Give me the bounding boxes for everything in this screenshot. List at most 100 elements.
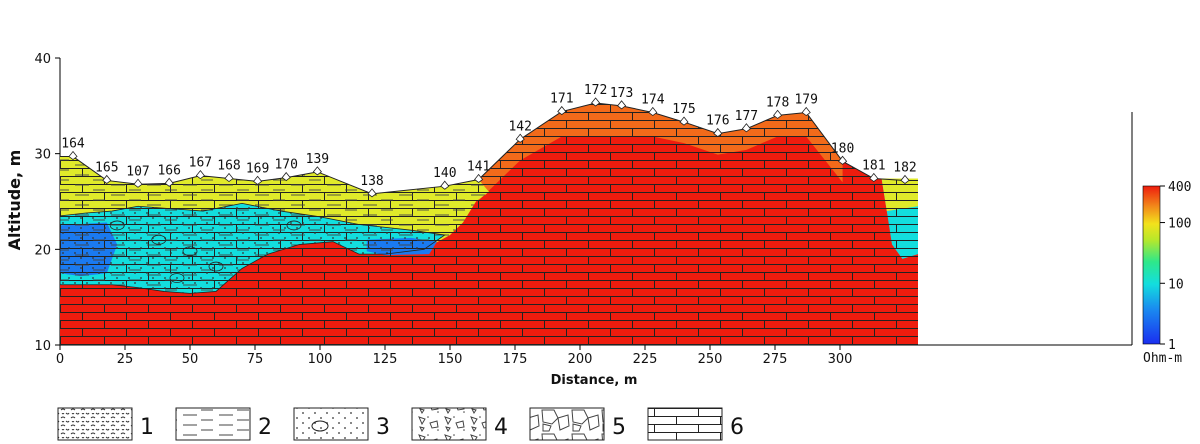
- colorbar-tick-label: 100: [1168, 217, 1191, 232]
- legend-pebble: [311, 420, 329, 432]
- colorbar-tick-label: 10: [1168, 277, 1184, 292]
- station-marker: [367, 188, 377, 198]
- y-tick-label: 10: [34, 339, 51, 354]
- station-label: 167: [189, 156, 212, 171]
- pebble: [151, 234, 167, 245]
- station-label: 141: [467, 159, 490, 174]
- station-marker: [648, 106, 658, 117]
- station-marker: [591, 97, 601, 107]
- station-label: 168: [217, 159, 240, 174]
- y-tick-label: 40: [34, 52, 51, 67]
- station-marker: [557, 105, 567, 116]
- station-marker: [164, 177, 174, 187]
- station-marker: [773, 109, 783, 119]
- colorbar-tick-label: 400: [1168, 180, 1191, 195]
- station-marker: [195, 170, 205, 180]
- legend-number: 3: [376, 415, 390, 440]
- station-label: 182: [893, 160, 916, 175]
- x-axis-label: Distance, m: [551, 373, 638, 388]
- legend-swatch-boulders: [529, 407, 605, 441]
- station-marker: [900, 174, 910, 184]
- pebble: [169, 273, 185, 283]
- colorbar-gradient: [1142, 185, 1161, 345]
- legend-swatch-limestone-brick: [647, 407, 723, 441]
- station-label: 172: [584, 83, 607, 98]
- station-label: 173: [610, 86, 633, 101]
- pebble: [182, 246, 198, 257]
- pebble: [286, 220, 302, 231]
- station-label: 139: [306, 152, 329, 167]
- station-marker: [838, 155, 848, 165]
- station-marker: [713, 127, 723, 138]
- colorbar-unit: Ohm-m: [1143, 351, 1182, 366]
- pebble: [208, 261, 224, 272]
- x-tick-label: 250: [698, 352, 723, 367]
- lithology-legend: 1 2 3 4 5 6: [57, 407, 744, 441]
- resistivity-section: [60, 102, 918, 345]
- x-tick-label: 100: [308, 352, 333, 367]
- station-label: 176: [706, 114, 729, 129]
- x-tick-label: 225: [633, 352, 658, 367]
- station-marker: [801, 106, 811, 117]
- colorbar-tick-label: 1: [1168, 338, 1176, 353]
- station-label: 181: [862, 159, 885, 174]
- station-marker: [68, 150, 78, 161]
- station-label: 138: [360, 174, 383, 189]
- x-tick-label: 25: [117, 352, 134, 367]
- legend-number: 6: [730, 415, 744, 440]
- pebble: [109, 220, 125, 231]
- station-label: 165: [95, 160, 118, 175]
- legend-swatch-dashed-clay: [175, 407, 251, 441]
- station-label: 177: [735, 109, 758, 124]
- x-tick-label: 125: [373, 352, 398, 367]
- sand-lens-outline: [60, 203, 446, 294]
- station-markers: 164 165 107 166 167 168 169 170 139 138 140 141 142 1…: [61, 83, 917, 198]
- station-label: 179: [794, 93, 817, 108]
- colorbar: 1 10 100 400 Ohm-m: [1142, 180, 1191, 366]
- legend-number: 4: [494, 415, 508, 440]
- x-tick-label: 300: [828, 352, 853, 367]
- station-marker: [515, 133, 525, 143]
- x-tick-label: 50: [182, 352, 199, 367]
- station-label: 180: [831, 141, 854, 156]
- station-label: 178: [766, 95, 789, 110]
- station-marker: [102, 174, 112, 184]
- station-marker: [253, 175, 263, 185]
- legend-swatch-dense-gravel: [57, 407, 133, 441]
- x-tick-label: 150: [438, 352, 463, 367]
- legend-number: 5: [612, 415, 626, 440]
- x-tick-label: 75: [247, 352, 264, 367]
- sand-hatch: [60, 203, 445, 294]
- y-ticks: 10 20 30 40: [34, 52, 60, 354]
- station-label: 142: [508, 119, 531, 134]
- x-tick-label: 275: [763, 352, 788, 367]
- station-marker: [679, 116, 689, 126]
- station-label: 164: [61, 137, 85, 152]
- station-label: 170: [274, 158, 297, 173]
- station-marker: [617, 100, 627, 110]
- x-tick-label: 175: [503, 352, 528, 367]
- legend-swatch-dotted-sand-with-pebbles: [293, 407, 369, 441]
- station-label: 107: [126, 164, 149, 179]
- station-marker: [741, 123, 751, 133]
- station-label: 169: [246, 161, 269, 176]
- legend-swatch-angular-debris: [411, 407, 487, 441]
- station-label: 140: [433, 166, 456, 181]
- station-label: 166: [157, 163, 180, 178]
- x-tick-label: 200: [568, 352, 593, 367]
- station-marker: [133, 178, 143, 188]
- x-tick-label: 0: [56, 352, 64, 367]
- station-marker: [869, 172, 879, 183]
- x-ticks: 0 25 50 75 100 125 150 175 200 225 250 275 300: [56, 345, 853, 367]
- station-marker: [224, 172, 234, 183]
- station-label: 171: [550, 92, 573, 107]
- colorbar-ticks: 1 10 100 400: [1160, 180, 1191, 353]
- y-tick-label: 20: [34, 243, 51, 258]
- limestone-hatch: [60, 102, 918, 345]
- y-axis-label: Altitude, m: [5, 150, 24, 251]
- legend-number: 2: [258, 415, 272, 440]
- legend-number: 1: [140, 415, 154, 440]
- plot-axes: 0 25 50 75 100 125 150 175 200 225 250 275 300 10 20 3…: [34, 52, 1133, 367]
- station-marker: [474, 173, 484, 183]
